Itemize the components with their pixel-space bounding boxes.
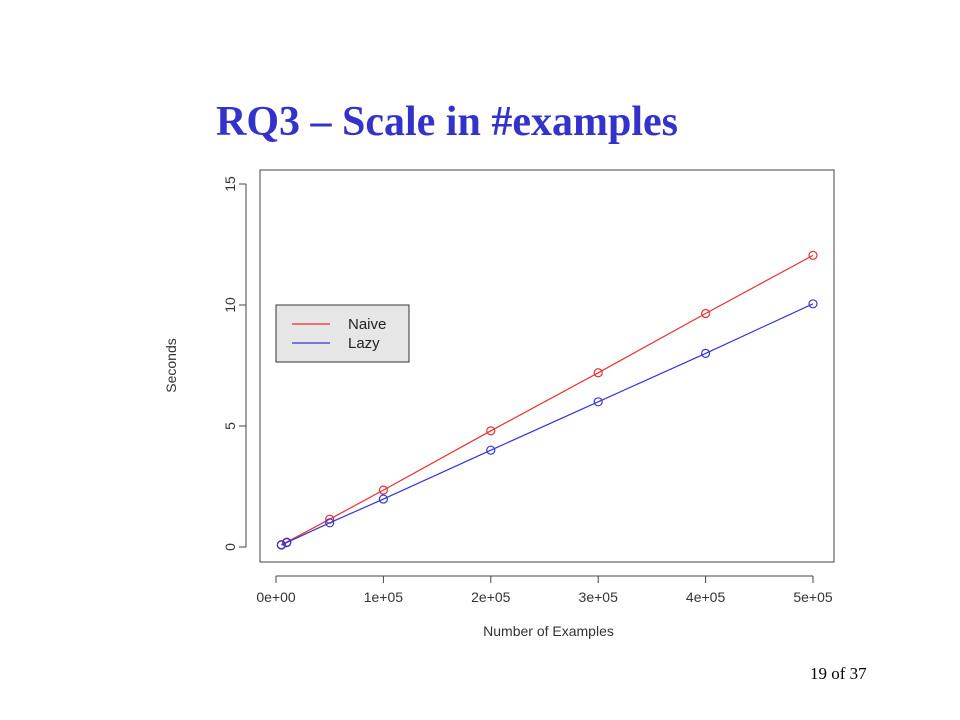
page-number: 19 of 37 (810, 664, 867, 683)
series-layer (276, 250, 818, 550)
legend-label-naive: Naive (348, 316, 386, 333)
x-tick-label: 3e+05 (579, 589, 619, 605)
data-point-lazy (808, 299, 818, 309)
y-tick-label: 0 (222, 543, 238, 551)
data-point-naive (486, 426, 496, 436)
y-axis: 0 5 10 15 (222, 176, 247, 551)
y-axis-label: Seconds (163, 338, 179, 392)
data-point-naive (808, 250, 818, 260)
series-line-naive (281, 254, 814, 546)
legend: Naive Lazy (275, 304, 410, 363)
x-tick-label: 1e+05 (364, 589, 404, 605)
x-tick-label: 5e+05 (793, 589, 833, 605)
x-tick-label: 0e+00 (256, 589, 296, 605)
y-tick-label: 10 (222, 297, 238, 313)
y-tick-label: 5 (222, 422, 238, 430)
data-point-naive (378, 485, 388, 495)
x-axis-label: Number of Examples (483, 623, 614, 639)
data-point-lazy (282, 538, 292, 548)
data-point-lazy (593, 397, 603, 407)
y-tick-label: 15 (222, 176, 238, 192)
legend-label-lazy: Lazy (348, 335, 380, 352)
line-chart: 0e+00 1e+05 2e+05 3e+05 4e+05 5e+05 0 5 10 15 Nu… (163, 169, 835, 639)
data-point-naive (593, 368, 603, 378)
series-line-lazy (281, 303, 814, 546)
x-tick-label: 2e+05 (471, 589, 511, 605)
x-axis: 0e+00 1e+05 2e+05 3e+05 4e+05 5e+05 (256, 575, 833, 605)
data-point-lazy (378, 494, 388, 504)
slide-title: RQ3 – Scale in #examples (216, 99, 678, 145)
data-point-lazy (325, 518, 335, 528)
data-point-naive (700, 308, 711, 319)
plot-frame (259, 169, 835, 563)
x-tick-label: 4e+05 (686, 589, 726, 605)
data-point-lazy (276, 540, 286, 550)
data-point-lazy (700, 348, 711, 358)
data-point-lazy (486, 445, 496, 455)
legend-box (275, 304, 410, 363)
